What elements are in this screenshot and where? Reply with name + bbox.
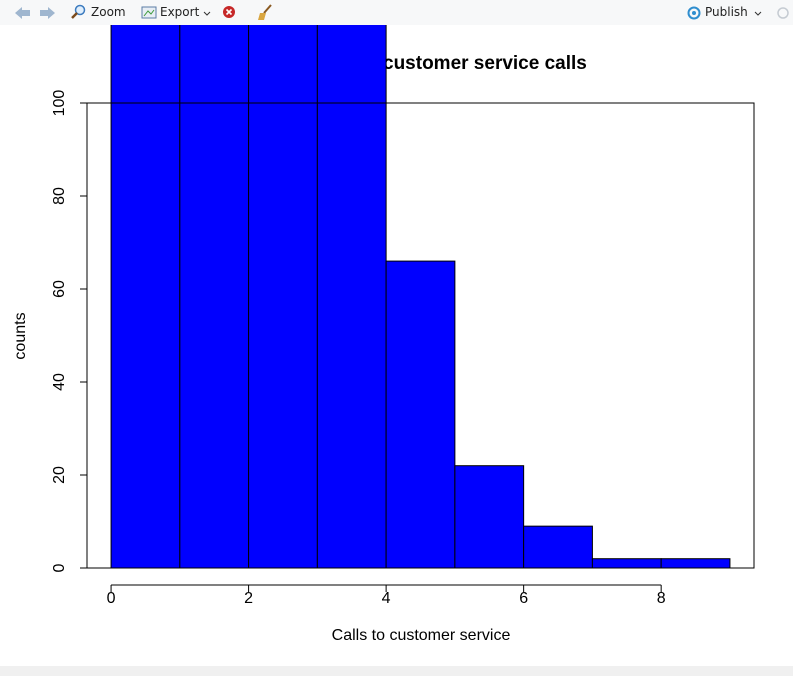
remove-button[interactable] (222, 5, 236, 19)
bar (316, 25, 387, 569)
x-tick-label: 8 (657, 590, 666, 607)
x-tick-label: 4 (382, 590, 391, 607)
back-button[interactable] (14, 6, 32, 20)
toolbar: Zoom Export Publish (0, 0, 793, 26)
export-icon (141, 6, 157, 19)
bar (660, 558, 731, 569)
bar (591, 558, 662, 569)
zoom-button[interactable]: Zoom (91, 5, 126, 19)
chart-title: customer service calls (383, 53, 587, 74)
publish-caret (754, 11, 762, 16)
clear-button[interactable] (256, 3, 274, 21)
forward-button[interactable] (38, 6, 56, 20)
y-tick-label: 40 (51, 373, 68, 391)
publish-button[interactable]: Publish (705, 5, 748, 19)
y-tick-label: 0 (51, 563, 68, 572)
y-tick-label: 80 (51, 187, 68, 205)
export-caret (203, 11, 211, 16)
publish-icon (687, 6, 701, 20)
x-tick-label: 0 (107, 590, 116, 607)
bar (523, 525, 593, 569)
x-axis-label: Calls to customer service (332, 627, 511, 644)
y-tick-label: 20 (51, 466, 68, 484)
refresh-button[interactable] (776, 6, 790, 20)
bar (248, 25, 318, 569)
x-tick-label: 2 (244, 590, 253, 607)
bar (179, 25, 250, 569)
bar (110, 25, 181, 569)
export-button[interactable]: Export (160, 5, 200, 19)
bar (454, 465, 525, 569)
chart: customer service calls Calls to customer… (0, 25, 793, 666)
y-tick-label: 60 (51, 280, 68, 298)
zoom-icon (71, 4, 86, 19)
y-tick-label: 100 (51, 90, 68, 117)
y-axis-label: counts (12, 312, 29, 359)
x-tick-label: 6 (519, 590, 528, 607)
bar (385, 260, 456, 569)
